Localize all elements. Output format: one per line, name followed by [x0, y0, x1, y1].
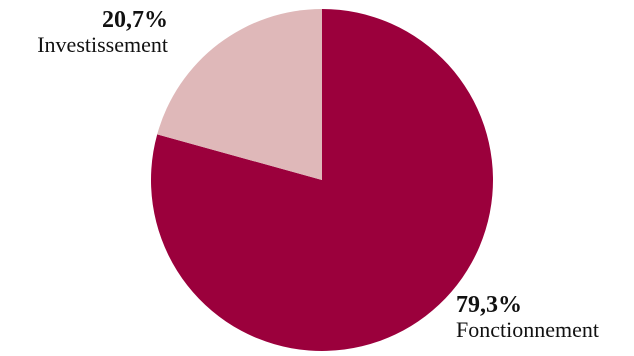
slice-label-investissement: 20,7% Investissement [18, 7, 168, 58]
slice-name-fonctionnement: Fonctionnement [456, 317, 599, 343]
slice-label-fonctionnement: 79,3% Fonctionnement [456, 292, 634, 343]
slice-percent-fonctionnement: 79,3% [456, 292, 522, 318]
pie-slice-fonctionnement [150, 9, 494, 352]
pie-slices [150, 9, 494, 352]
slice-percent-investissement: 20,7% [102, 7, 168, 33]
pie-slice-investissement [157, 9, 322, 180]
slice-name-investissement: Investissement [37, 32, 168, 58]
